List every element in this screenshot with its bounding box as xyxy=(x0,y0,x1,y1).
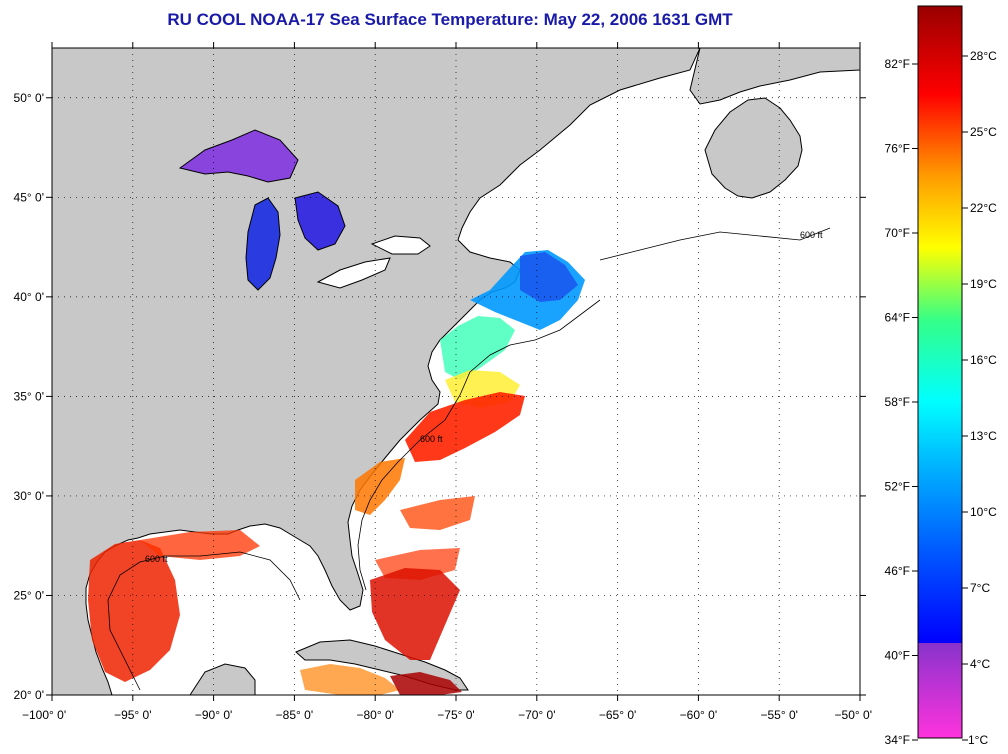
lat-tick-label: 40° 0' xyxy=(14,290,44,304)
lake-michigan xyxy=(245,197,281,291)
celsius-label: 22°C xyxy=(970,201,997,215)
contour-600ft-gulf xyxy=(107,551,301,691)
lat-tick-label: 45° 0' xyxy=(14,190,44,204)
celsius-label: 25°C xyxy=(970,125,997,139)
lon-tick-label: −75° 0' xyxy=(437,708,474,722)
map-title: RU COOL NOAA-17 Sea Surface Temperature:… xyxy=(167,10,733,29)
fahrenheit-label: 52°F xyxy=(885,480,910,494)
lat-tick-label: 25° 0' xyxy=(14,588,44,602)
lat-tick-label: 20° 0' xyxy=(14,688,44,702)
lon-tick-label: −95° 0' xyxy=(114,708,151,722)
fahrenheit-label: 82°F xyxy=(885,57,910,71)
contour-label-shelf: 600 ft xyxy=(800,230,823,240)
lon-tick-label: −70° 0' xyxy=(518,708,555,722)
lat-tick-label: 50° 0' xyxy=(14,91,44,105)
lon-tick-label: −60° 0' xyxy=(680,708,717,722)
colorbar-labels: 28°C 25°C 22°C 19°C 16°C 13°C 10°C 7°C 4°C 1°C 82°… xyxy=(885,49,998,747)
lake-ontario xyxy=(370,235,431,255)
lon-tick-label: −100° 0' xyxy=(22,708,66,722)
celsius-label: 4°C xyxy=(970,657,990,671)
celsius-label: 10°C xyxy=(970,505,997,519)
lat-tick-label: 30° 0' xyxy=(14,489,44,503)
contour-label-gulf: 600 ft xyxy=(145,554,168,564)
fahrenheit-label: 34°F xyxy=(885,733,910,747)
fahrenheit-label: 70°F xyxy=(885,226,910,240)
land-labrador xyxy=(689,48,860,105)
sst-south-atlantic-bight xyxy=(355,458,405,515)
sst-caribbean-south xyxy=(390,672,462,695)
sst-gulf-of-mexico-west xyxy=(88,540,180,682)
celsius-label: 1°C xyxy=(968,733,988,747)
lat-tick-label: 35° 0' xyxy=(14,389,44,403)
celsius-label: 19°C xyxy=(970,277,997,291)
celsius-label: 7°C xyxy=(970,581,990,595)
land-yucatan xyxy=(189,663,256,695)
land-newfoundland xyxy=(704,97,803,199)
sst-gulf-of-mexico-north xyxy=(140,530,260,560)
contour-600ft-east-coast xyxy=(357,299,601,591)
lake-superior xyxy=(178,129,299,183)
lon-tick-label: −50° 0' xyxy=(835,708,872,722)
axis-ticks: 50° 0' 45° 0' 40° 0' 35° 0' 30° 0' 25° 0' 20° … xyxy=(14,42,872,722)
sst-gulf-stream xyxy=(405,392,525,462)
sst-yucatan-channel xyxy=(300,664,400,695)
fahrenheit-label: 58°F xyxy=(885,395,910,409)
lake-huron xyxy=(294,191,346,251)
lon-tick-label: −80° 0' xyxy=(356,708,393,722)
lake-erie xyxy=(316,257,391,289)
celsius-label: 28°C xyxy=(970,49,997,63)
sst-gulf-of-maine-cold xyxy=(520,252,578,302)
fahrenheit-label: 76°F xyxy=(885,142,910,156)
sst-mid-atlantic xyxy=(440,316,515,380)
lon-tick-label: −90° 0' xyxy=(195,708,232,722)
celsius-label: 16°C xyxy=(970,353,997,367)
contour-600ft-shelf xyxy=(599,227,831,261)
celsius-label: 13°C xyxy=(970,429,997,443)
lon-tick-label: −85° 0' xyxy=(276,708,313,722)
fahrenheit-label: 46°F xyxy=(885,564,910,578)
lon-tick-label: −65° 0' xyxy=(599,708,636,722)
lon-tick-label: −55° 0' xyxy=(760,708,797,722)
contour-label-east: 600 ft xyxy=(420,434,443,444)
fahrenheit-label: 64°F xyxy=(885,311,910,325)
fahrenheit-label: 40°F xyxy=(885,649,910,663)
colorbar-gradient xyxy=(917,5,963,739)
sst-bahamas xyxy=(370,568,460,660)
